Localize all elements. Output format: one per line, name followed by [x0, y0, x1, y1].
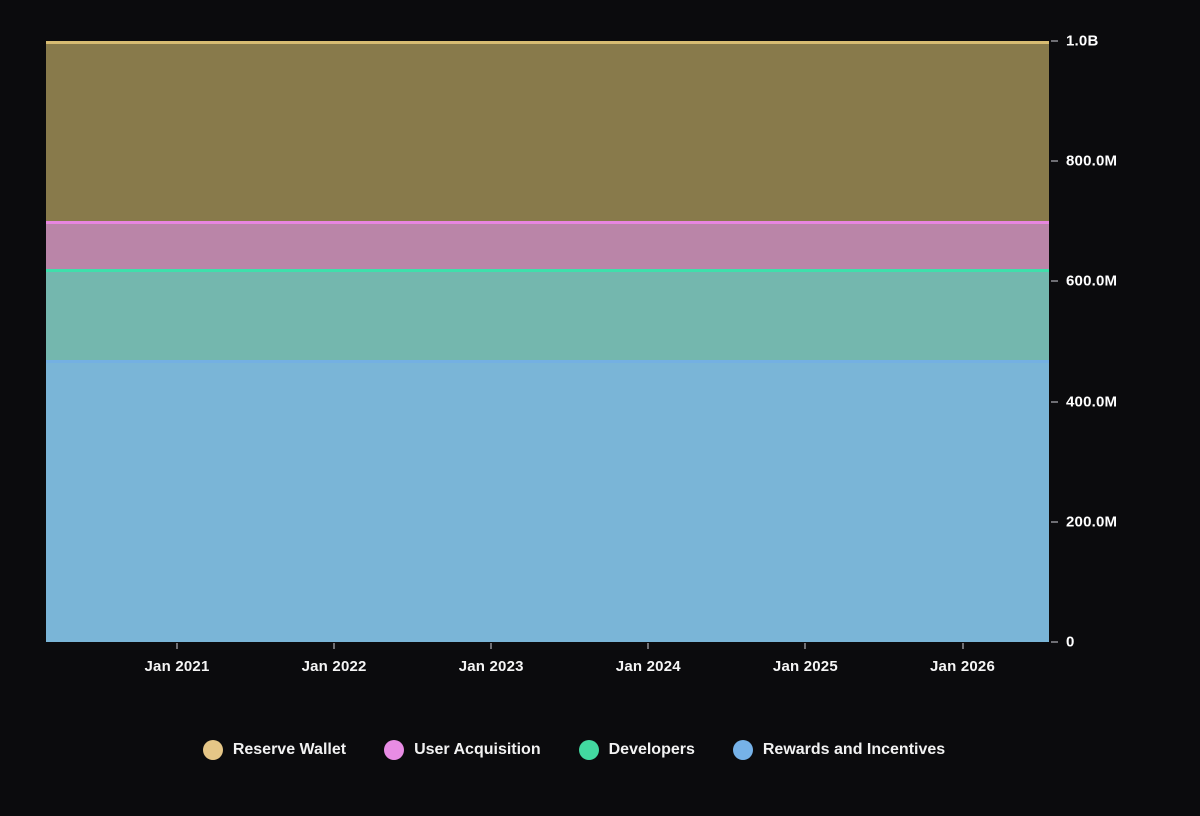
- legend-item-label: Reserve Wallet: [232, 741, 347, 758]
- legend-marker-icon: [384, 740, 405, 760]
- legend-item-reserve-wallet[interactable]: Reserve Wallet: [202, 740, 347, 760]
- legend-item-developers[interactable]: Developers: [578, 740, 695, 760]
- legend-item-rewards-and-incentives[interactable]: Rewards and Incentives: [732, 740, 946, 760]
- legend-item-user-acquisition[interactable]: User Acquisition: [384, 740, 541, 760]
- legend-marker-icon: [732, 740, 753, 760]
- legend-marker-icon: [578, 740, 599, 760]
- area-band-reserve-wallet[interactable]: [46, 41, 1049, 222]
- area-band-developers[interactable]: [46, 269, 1049, 360]
- legend-marker-icon: [202, 740, 223, 760]
- legend-item-label: User Acquisition: [414, 741, 541, 758]
- legend-item-label: Rewards and Incentives: [762, 741, 946, 758]
- area-band-rewards-and-incentives[interactable]: [46, 359, 1049, 642]
- legend-item-label: Developers: [608, 741, 695, 758]
- legend: Reserve Wallet User Acquisition Developers…: [0, 740, 1148, 760]
- area-band-user-acquisition[interactable]: [46, 221, 1049, 270]
